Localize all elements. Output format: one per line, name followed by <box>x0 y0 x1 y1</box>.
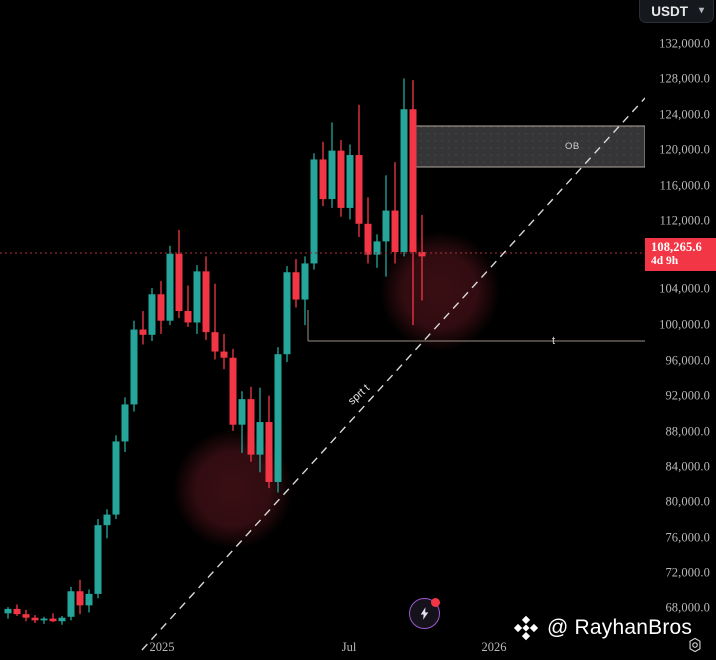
time-tick: Jul <box>341 640 357 654</box>
current-price-badge: 108,265.6 4d 9h <box>645 238 716 272</box>
price-tick: 100,000.0 <box>659 317 710 332</box>
chart-plot-area[interactable] <box>0 0 645 660</box>
time-axis[interactable]: 2025 Jul 2026 <box>0 632 645 660</box>
price-tick: 88,000.0 <box>665 424 710 439</box>
watermark-text: @ RayhanBros <box>547 616 693 639</box>
price-tick: 104,000.0 <box>659 281 710 296</box>
lightning-bolt-icon <box>420 607 429 620</box>
price-tick: 92,000.0 <box>665 388 710 403</box>
support-line-label: t <box>552 335 556 347</box>
chart-settings-button[interactable] <box>686 636 704 654</box>
price-tick: 80,000.0 <box>665 494 710 509</box>
price-tick: 128,000.0 <box>659 71 710 86</box>
watermark: @ RayhanBros <box>513 615 692 641</box>
binance-diamond-icon <box>513 615 539 641</box>
symbol-dropdown-button[interactable]: USDT ▾ <box>639 0 714 23</box>
price-tick: 72,000.0 <box>665 565 710 580</box>
price-tick: 116,000.0 <box>659 178 710 193</box>
price-tick: 132,000.0 <box>659 36 710 51</box>
price-tick: 120,000.0 <box>659 142 710 157</box>
gear-icon <box>689 637 701 653</box>
candlestick-svg <box>0 78 645 651</box>
price-tick: 124,000.0 <box>659 107 710 122</box>
symbol-label: USDT <box>651 3 688 19</box>
time-tick: 2025 <box>149 640 175 654</box>
candle-countdown: 4d 9h <box>651 254 679 267</box>
notification-dot-icon <box>431 598 440 607</box>
time-tick: 2026 <box>481 640 507 654</box>
price-tick: 112,000.0 <box>659 213 710 228</box>
current-price-value: 108,265.6 <box>651 240 702 255</box>
price-scale[interactable]: 108,265.6 4d 9h 132,000.0 128,000.0 124,00… <box>645 0 716 660</box>
chevron-down-icon: ▾ <box>698 5 704 16</box>
price-tick: 96,000.0 <box>665 353 710 368</box>
order-block-label: OB <box>564 140 580 152</box>
price-tick: 76,000.0 <box>665 530 710 545</box>
price-tick: 68,000.0 <box>665 600 710 615</box>
quick-action-button[interactable] <box>409 598 440 629</box>
price-tick: 84,000.0 <box>665 459 710 474</box>
